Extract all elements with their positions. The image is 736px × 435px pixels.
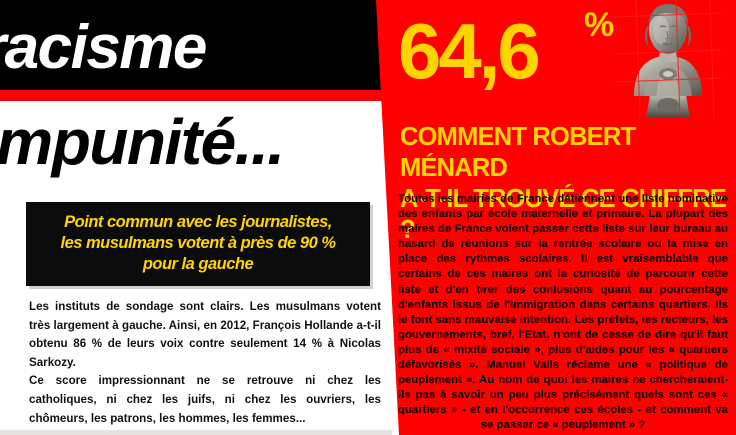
- pull-quote-box: Point commun avec les journalistes, les …: [26, 202, 370, 286]
- left-article-body: Les instituts de sondage sont clairs. Le…: [29, 298, 381, 435]
- headline-black-band: [0, 0, 392, 90]
- left-paragraph-1: Les instituts de sondage sont clairs. Le…: [29, 300, 381, 369]
- marianne-bust-icon: [614, 0, 722, 118]
- percent-sign: %: [584, 6, 615, 44]
- pull-quote-text: Point commun avec les journalistes, les …: [60, 212, 336, 273]
- red-panel-headline: COMMENT ROBERT MÉNARD A-T-IL TROUVÉ CE C…: [400, 123, 727, 244]
- percentage-figure: 64,6: [398, 7, 541, 95]
- red-paragraph: Toutes les mairies de France détiennent …: [398, 193, 728, 432]
- bottom-gray-strip: [0, 430, 392, 435]
- red-divider-rule: [0, 90, 400, 101]
- left-paragraph-2: Ce score impressionnant ne se retrouve n…: [29, 374, 381, 425]
- red-panel-body: Toutes les mairies de France détiennent …: [398, 192, 728, 434]
- headline-impunite: impunité...: [0, 106, 285, 178]
- headline-racisme: racisme: [0, 13, 207, 82]
